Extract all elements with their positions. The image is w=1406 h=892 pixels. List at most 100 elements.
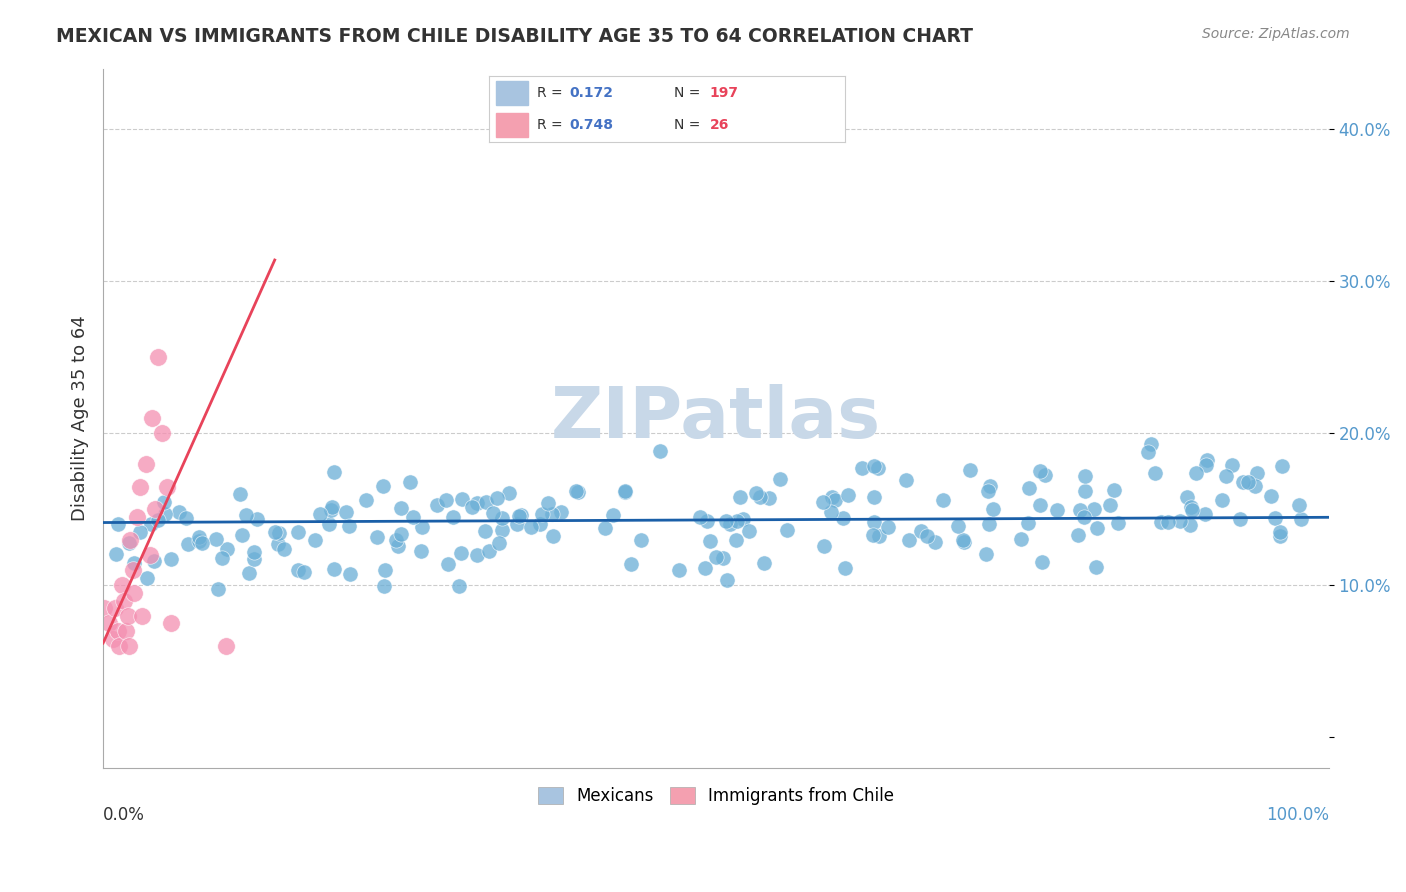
Point: [613, 484, 636, 499]
Text: Source: ZipAtlas.com: Source: ZipAtlas.com: [1202, 27, 1350, 41]
Point: [319, 503, 342, 517]
Point: [450, 546, 472, 560]
Point: [1069, 503, 1091, 517]
Point: [498, 486, 520, 500]
Point: [150, 426, 173, 441]
Point: [689, 510, 711, 524]
Point: [730, 490, 752, 504]
Point: [474, 524, 496, 538]
Point: [811, 495, 834, 509]
Point: [118, 535, 141, 549]
Point: [974, 548, 997, 562]
Point: [1211, 493, 1233, 508]
Point: [1243, 479, 1265, 493]
Point: [550, 505, 572, 519]
Point: [228, 486, 250, 500]
Point: [1074, 483, 1097, 498]
Point: [121, 563, 143, 577]
Text: 100.0%: 100.0%: [1265, 806, 1329, 824]
Point: [1180, 500, 1202, 514]
Point: [437, 557, 460, 571]
Point: [1195, 452, 1218, 467]
Point: [177, 537, 200, 551]
Point: [129, 524, 152, 539]
Point: [959, 463, 981, 477]
Point: [129, 479, 152, 493]
Point: [776, 523, 799, 537]
Point: [1033, 468, 1056, 483]
Point: [696, 514, 718, 528]
Point: [718, 517, 741, 532]
Point: [1031, 555, 1053, 569]
Point: [567, 484, 589, 499]
Point: [231, 528, 253, 542]
Point: [131, 608, 153, 623]
Point: [834, 561, 856, 575]
Point: [946, 518, 969, 533]
Point: [485, 491, 508, 505]
Point: [112, 593, 135, 607]
Point: [215, 639, 238, 653]
Point: [238, 566, 260, 581]
Point: [1220, 458, 1243, 472]
Point: [863, 515, 886, 529]
Point: [273, 541, 295, 556]
Point: [139, 517, 162, 532]
Point: [323, 465, 346, 479]
Point: [543, 529, 565, 543]
Point: [159, 616, 181, 631]
Point: [695, 561, 717, 575]
Point: [153, 495, 176, 509]
Point: [821, 490, 844, 504]
Point: [187, 530, 209, 544]
Point: [371, 479, 394, 493]
Point: [143, 502, 166, 516]
Point: [593, 521, 616, 535]
Point: [269, 526, 291, 541]
Point: [506, 517, 529, 532]
Point: [292, 566, 315, 580]
Point: [868, 528, 890, 542]
Point: [138, 548, 160, 562]
Point: [1067, 528, 1090, 542]
Point: [304, 533, 326, 548]
Text: 0.0%: 0.0%: [103, 806, 145, 824]
Point: [862, 528, 884, 542]
Legend: Mexicans, Immigrants from Chile: Mexicans, Immigrants from Chile: [531, 780, 901, 812]
Point: [451, 491, 474, 506]
Point: [385, 533, 408, 548]
Point: [1178, 518, 1201, 533]
Point: [373, 579, 395, 593]
Point: [1288, 498, 1310, 512]
Point: [749, 490, 772, 504]
Point: [745, 486, 768, 500]
Point: [135, 457, 157, 471]
Point: [1137, 445, 1160, 459]
Point: [104, 601, 127, 615]
Point: [101, 632, 124, 646]
Point: [207, 582, 229, 596]
Point: [205, 532, 228, 546]
Point: [1195, 458, 1218, 473]
Point: [120, 533, 142, 547]
Point: [1107, 516, 1129, 530]
Point: [127, 509, 149, 524]
Point: [374, 563, 396, 577]
Point: [768, 472, 790, 486]
Point: [104, 547, 127, 561]
Point: [318, 517, 340, 532]
Point: [924, 535, 946, 549]
Point: [537, 496, 560, 510]
Point: [411, 519, 433, 533]
Point: [141, 411, 163, 425]
Point: [1229, 511, 1251, 525]
Point: [540, 507, 562, 521]
Point: [977, 484, 1000, 499]
Point: [1029, 463, 1052, 477]
Point: [1268, 524, 1291, 539]
Point: [894, 473, 917, 487]
Point: [191, 536, 214, 550]
Point: [441, 509, 464, 524]
Point: [520, 520, 543, 534]
Point: [434, 493, 457, 508]
